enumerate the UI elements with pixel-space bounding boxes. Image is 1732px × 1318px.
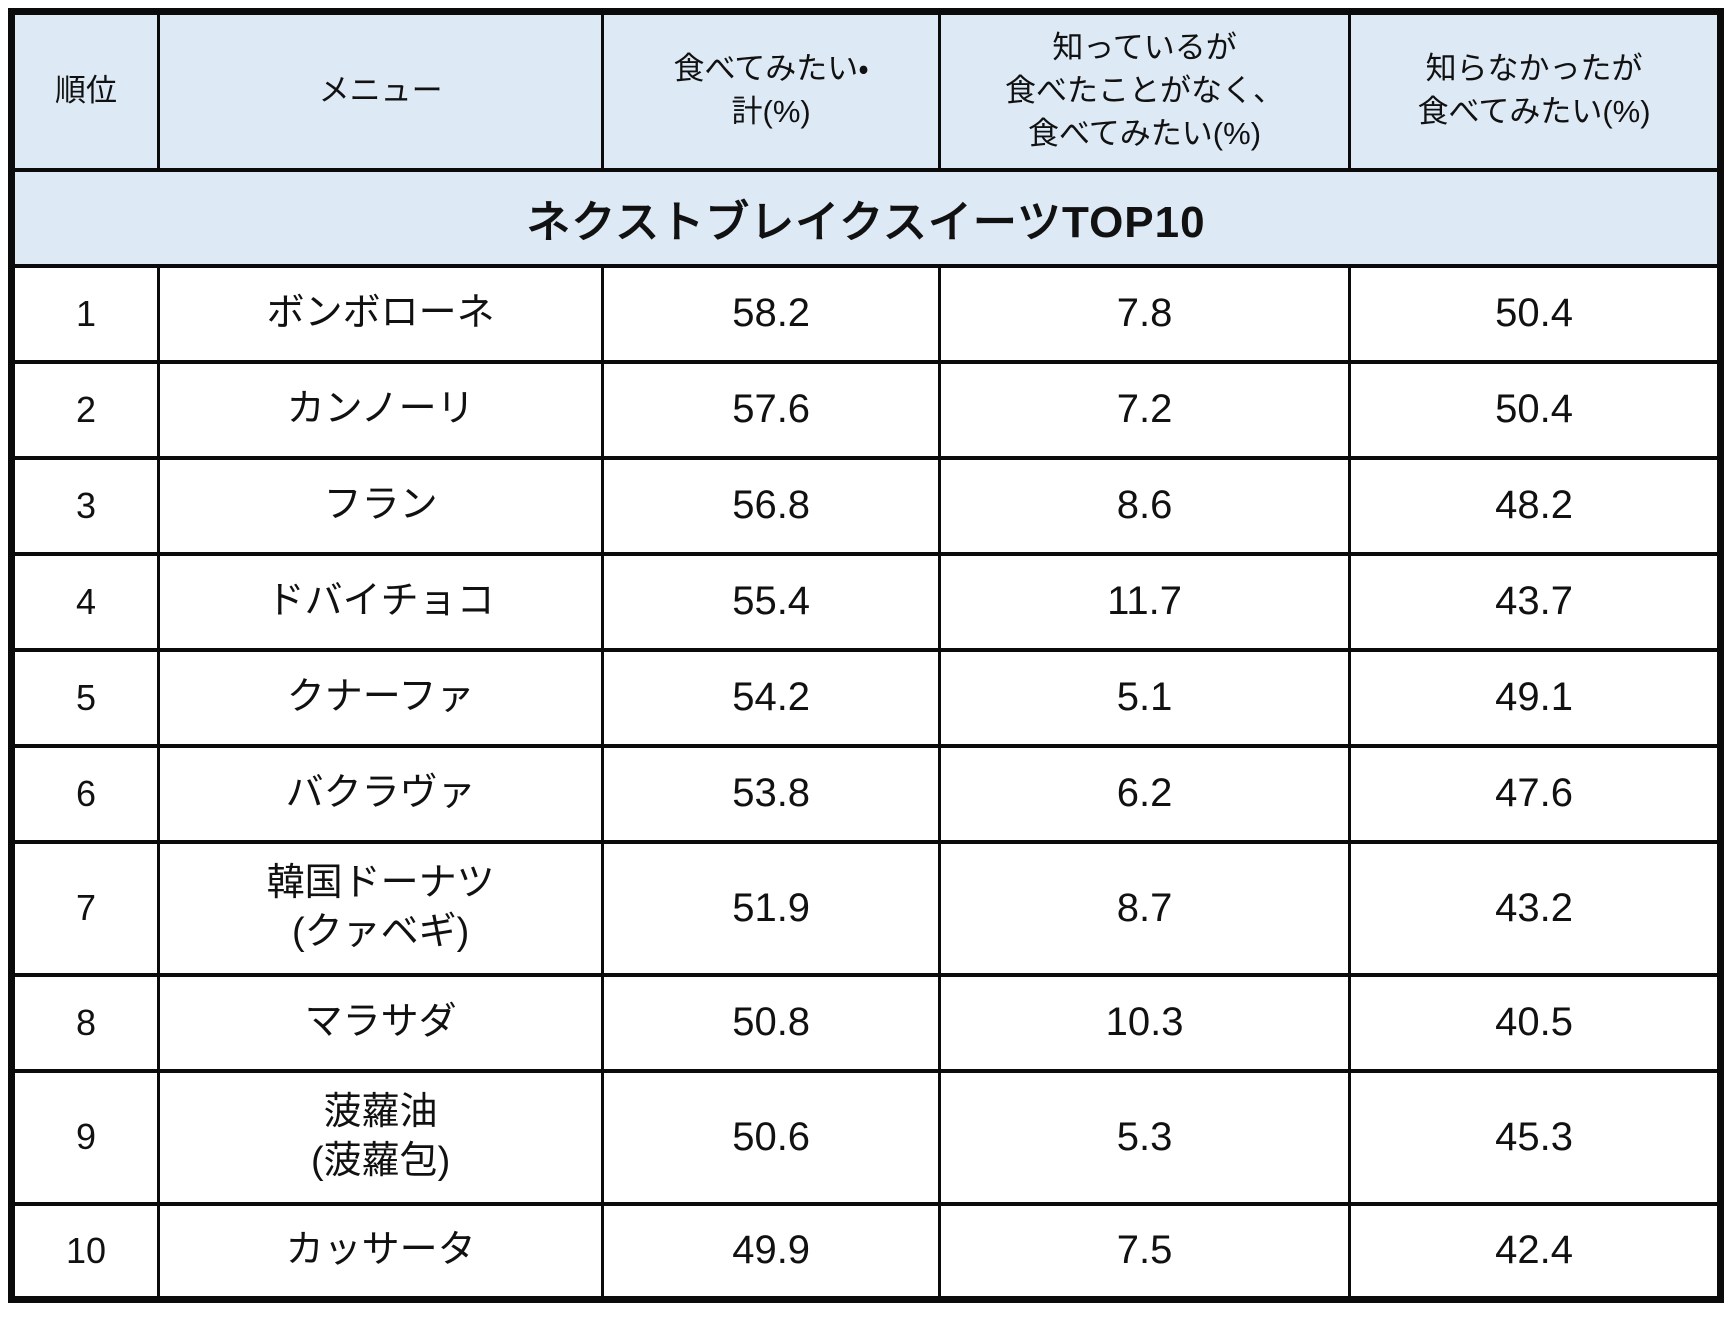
cell-known: 5.1 bbox=[937, 647, 1352, 748]
header-rank: 順位 bbox=[10, 9, 160, 172]
cell-total: 58.2 bbox=[601, 263, 941, 364]
cell-rank: 6 bbox=[10, 743, 160, 844]
cell-rank: 7 bbox=[10, 839, 160, 977]
table-row: 2 カンノーリ 57.6 7.2 50.4 bbox=[10, 359, 1722, 460]
table-row: 7 韓国ドーナツ (クァベギ) 51.9 8.7 43.2 bbox=[10, 839, 1722, 977]
cell-rank: 10 bbox=[10, 1201, 160, 1302]
cell-unknown: 43.2 bbox=[1348, 839, 1722, 977]
table-row: 8 マラサダ 50.8 10.3 40.5 bbox=[10, 972, 1722, 1073]
table-row: 9 菠蘿油 (菠蘿包) 50.6 5.3 45.3 bbox=[10, 1068, 1722, 1206]
cell-known: 8.7 bbox=[937, 839, 1352, 977]
cell-unknown: 48.2 bbox=[1348, 455, 1722, 556]
cell-total: 56.8 bbox=[601, 455, 941, 556]
table-header: 順位 メニュー 食べてみたい・ 計(%) 知っているが 食べたことがなく、 食べ… bbox=[10, 9, 1722, 172]
cell-menu: マラサダ bbox=[156, 972, 605, 1073]
header-total: 食べてみたい・ 計(%) bbox=[601, 9, 941, 172]
cell-menu: クナーファ bbox=[156, 647, 605, 748]
table-row: 6 バクラヴァ 53.8 6.2 47.6 bbox=[10, 743, 1722, 844]
cell-unknown: 42.4 bbox=[1348, 1201, 1722, 1302]
cell-menu: カンノーリ bbox=[156, 359, 605, 460]
cell-menu: ドバイチョコ bbox=[156, 551, 605, 652]
cell-rank: 9 bbox=[10, 1068, 160, 1206]
cell-rank: 5 bbox=[10, 647, 160, 748]
header-unknown: 知らなかったが 食べてみたい(%) bbox=[1348, 9, 1722, 172]
cell-unknown: 40.5 bbox=[1348, 972, 1722, 1073]
ranking-table: ネクストブレイクスイーツTOP10 順位 メニュー 食べてみたい・ 計(%) 知… bbox=[8, 8, 1724, 1303]
header-menu: メニュー bbox=[156, 9, 605, 172]
cell-unknown: 50.4 bbox=[1348, 263, 1722, 364]
cell-total: 54.2 bbox=[601, 647, 941, 748]
cell-known: 7.2 bbox=[937, 359, 1352, 460]
cell-menu: カッサータ bbox=[156, 1201, 605, 1302]
cell-total: 57.6 bbox=[601, 359, 941, 460]
cell-known: 7.8 bbox=[937, 263, 1352, 364]
cell-menu: バクラヴァ bbox=[156, 743, 605, 844]
cell-rank: 4 bbox=[10, 551, 160, 652]
table-row: 10 カッサータ 49.9 7.5 42.4 bbox=[10, 1201, 1722, 1302]
cell-known: 6.2 bbox=[937, 743, 1352, 844]
table-row: 3 フラン 56.8 8.6 48.2 bbox=[10, 455, 1722, 556]
title-row: ネクストブレイクスイーツTOP10 bbox=[10, 167, 1722, 268]
cell-rank: 3 bbox=[10, 455, 160, 556]
table-row: 1 ボンボローネ 58.2 7.8 50.4 bbox=[10, 263, 1722, 364]
cell-total: 53.8 bbox=[601, 743, 941, 844]
cell-total: 55.4 bbox=[601, 551, 941, 652]
cell-menu: 韓国ドーナツ (クァベギ) bbox=[156, 839, 605, 977]
header-known: 知っているが 食べたことがなく、 食べてみたい(%) bbox=[937, 9, 1352, 172]
cell-total: 50.6 bbox=[601, 1068, 941, 1206]
cell-unknown: 49.1 bbox=[1348, 647, 1722, 748]
cell-total: 49.9 bbox=[601, 1201, 941, 1302]
cell-known: 5.3 bbox=[937, 1068, 1352, 1206]
cell-rank: 1 bbox=[10, 263, 160, 364]
header-row: 順位 メニュー 食べてみたい・ 計(%) 知っているが 食べたことがなく、 食べ… bbox=[10, 9, 1722, 172]
cell-menu: ボンボローネ bbox=[156, 263, 605, 364]
cell-menu: フラン bbox=[156, 455, 605, 556]
cell-known: 10.3 bbox=[937, 972, 1352, 1073]
cell-unknown: 43.7 bbox=[1348, 551, 1722, 652]
cell-known: 8.6 bbox=[937, 455, 1352, 556]
cell-rank: 8 bbox=[10, 972, 160, 1073]
table-row: 4 ドバイチョコ 55.4 11.7 43.7 bbox=[10, 551, 1722, 652]
cell-total: 51.9 bbox=[601, 839, 941, 977]
table-title: ネクストブレイクスイーツTOP10 bbox=[10, 167, 1722, 268]
cell-total: 50.8 bbox=[601, 972, 941, 1073]
table-row: 5 クナーファ 54.2 5.1 49.1 bbox=[10, 647, 1722, 748]
cell-menu: 菠蘿油 (菠蘿包) bbox=[156, 1068, 605, 1206]
cell-known: 11.7 bbox=[937, 551, 1352, 652]
table-body: 1 ボンボローネ 58.2 7.8 50.4 2 カンノーリ 57.6 7.2 50.4 3 フラン 5… bbox=[10, 263, 1722, 1302]
cell-unknown: 50.4 bbox=[1348, 359, 1722, 460]
cell-unknown: 45.3 bbox=[1348, 1068, 1722, 1206]
cell-unknown: 47.6 bbox=[1348, 743, 1722, 844]
cell-rank: 2 bbox=[10, 359, 160, 460]
cell-known: 7.5 bbox=[937, 1201, 1352, 1302]
